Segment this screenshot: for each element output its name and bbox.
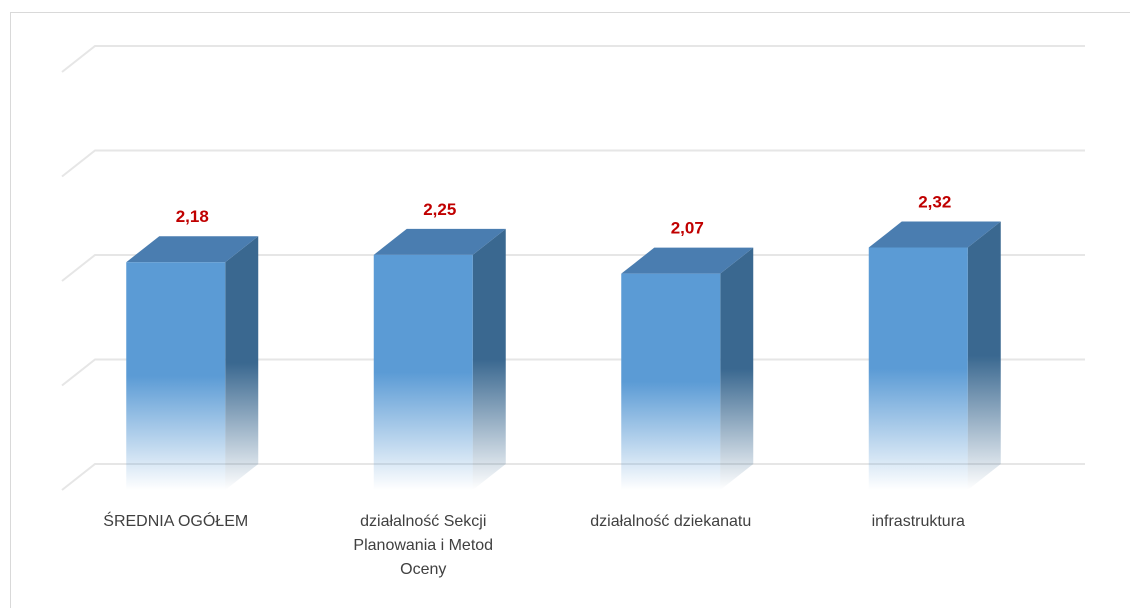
x-tick-label: działalność Sekcji Planowania i Metod Oc… — [353, 513, 494, 578]
bar-top — [126, 236, 259, 263]
bar-side — [472, 228, 506, 490]
x-tick-label: infrastruktura — [871, 513, 965, 530]
bar-top — [868, 221, 1001, 248]
value-label: 2,18 — [176, 207, 209, 226]
bar-front — [373, 254, 473, 490]
grid-line — [61, 149, 1085, 178]
value-label: 2,32 — [918, 193, 951, 212]
bar-front — [868, 247, 968, 490]
frame — [10, 12, 1130, 608]
value-label: 2,07 — [671, 219, 704, 238]
grid-line — [61, 463, 1085, 491]
grid-line — [61, 45, 1085, 73]
bar-top — [621, 247, 754, 274]
bar — [868, 221, 1001, 490]
bar-side — [720, 247, 754, 490]
bar-front — [621, 273, 721, 490]
bar-side — [967, 221, 1001, 490]
grid-line — [61, 254, 1085, 282]
x-tick-label: działalność dziekanatu — [590, 513, 752, 530]
x-tick-label: ŚREDNIA OGÓŁEM — [103, 513, 249, 530]
bar — [373, 228, 506, 490]
value-label: 2,25 — [423, 200, 456, 219]
bar — [126, 236, 259, 490]
grid-line — [61, 358, 1085, 387]
bar-front — [126, 262, 226, 490]
bar — [621, 247, 754, 490]
bar-top — [373, 228, 506, 255]
bar-side — [225, 236, 259, 490]
